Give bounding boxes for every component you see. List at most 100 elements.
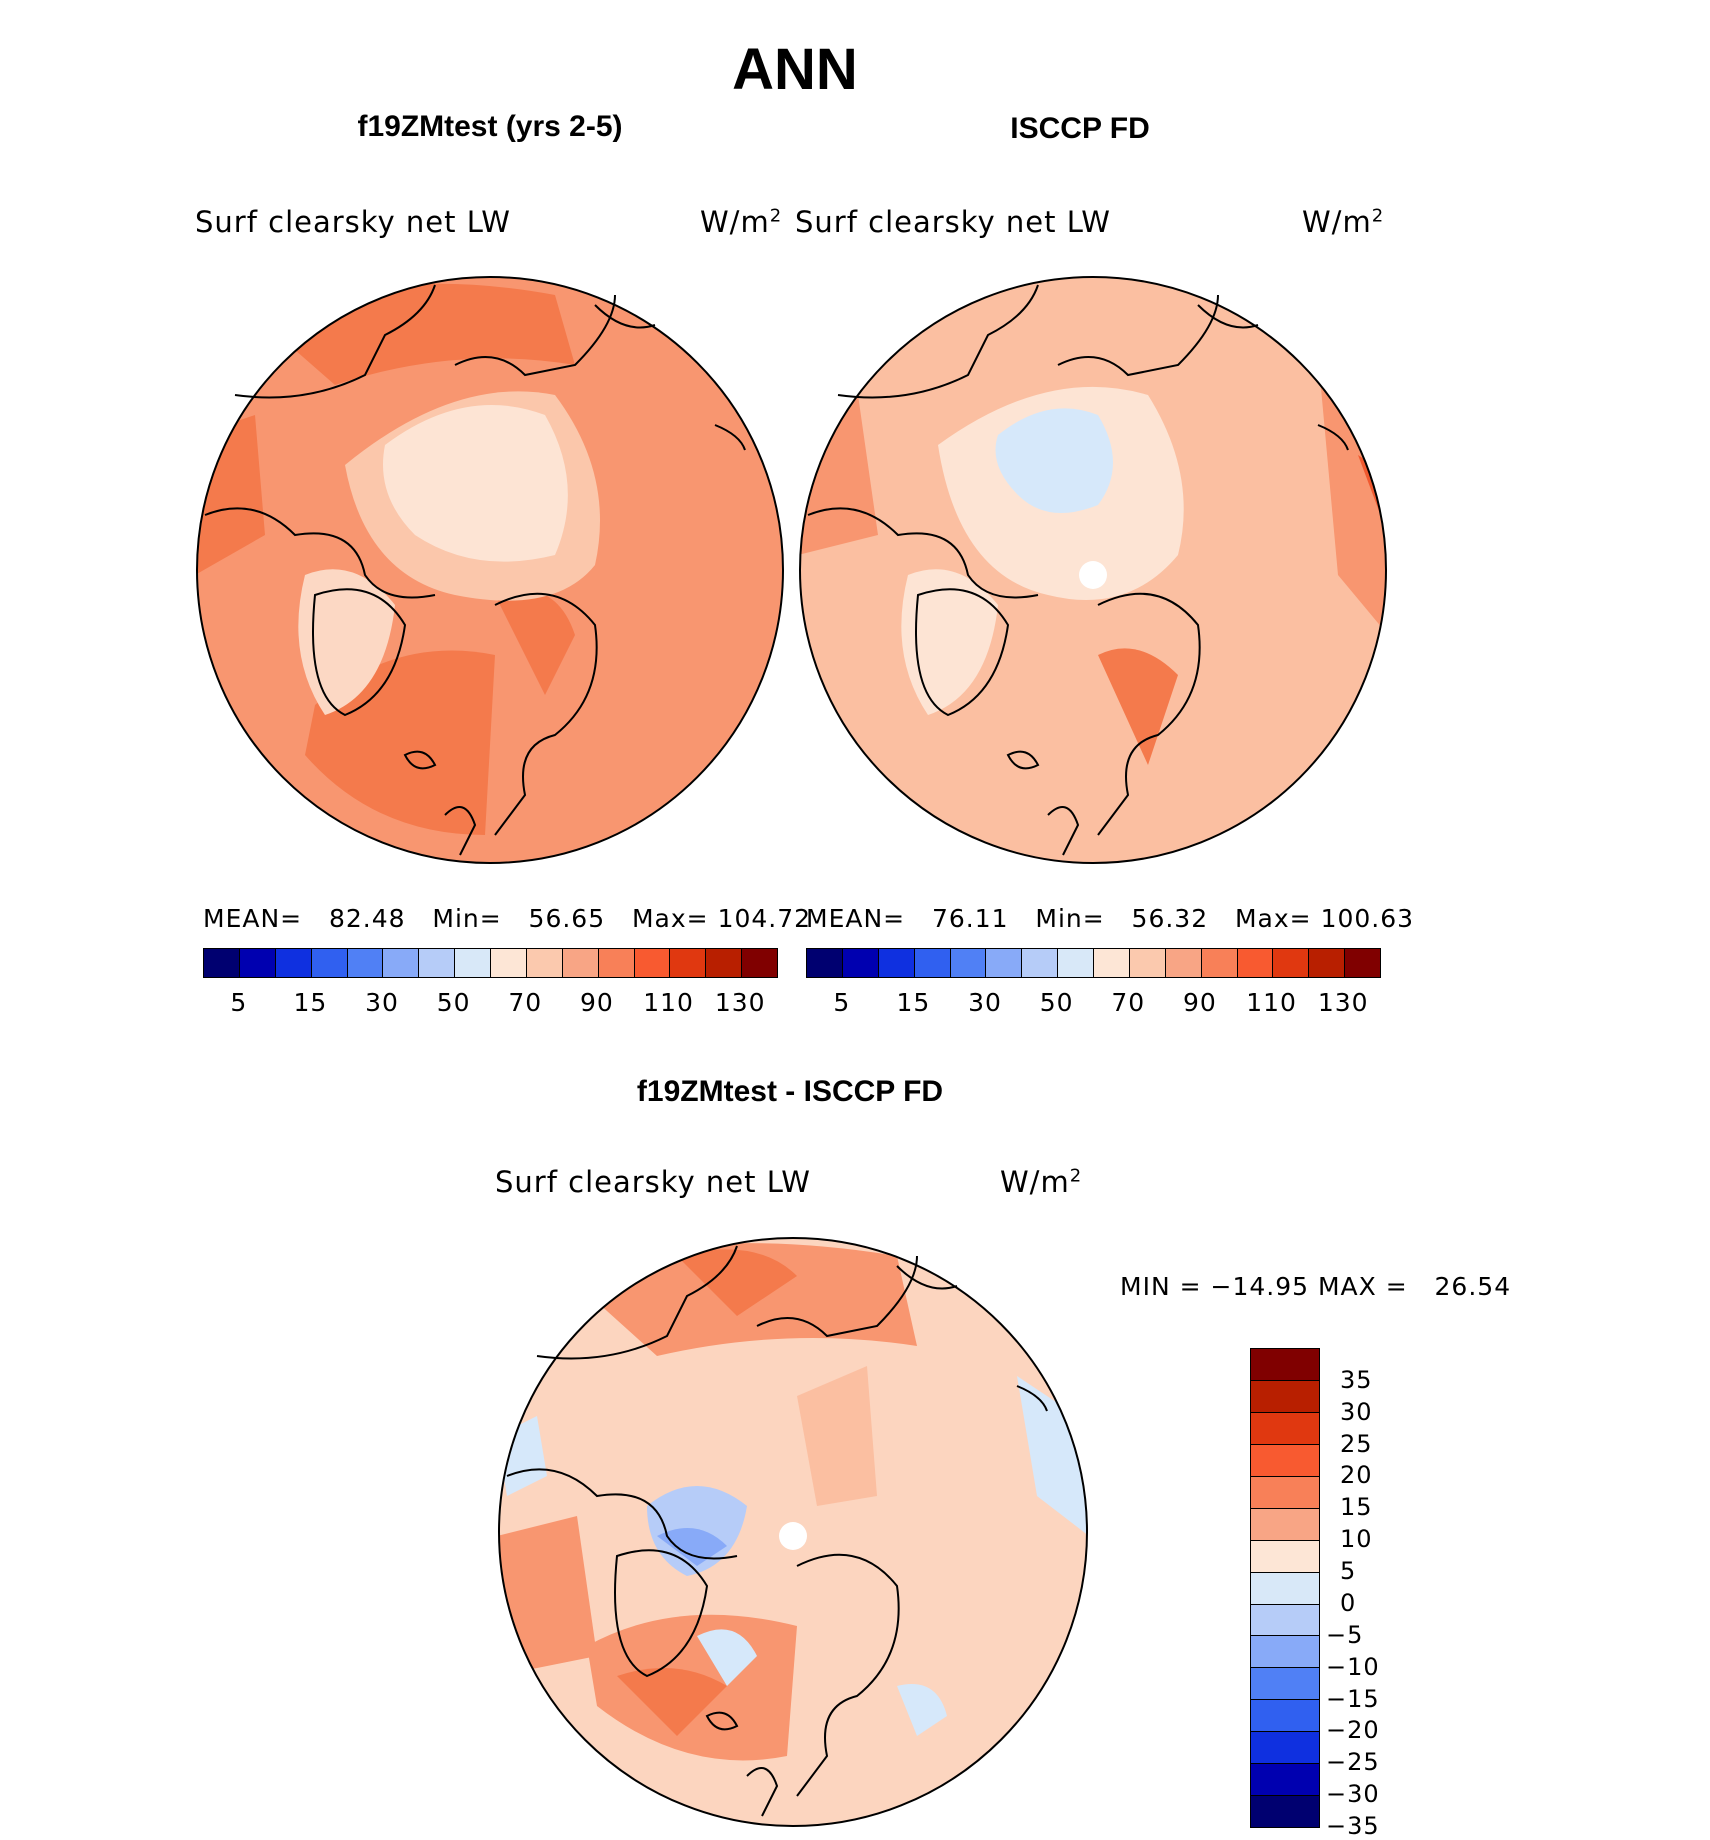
colorbar-tick-label: 15	[896, 988, 931, 1017]
colorbar-tick-label: 5	[230, 988, 248, 1017]
panel-2-variable: Surf clearsky net LW	[795, 205, 1111, 239]
panel-2-coastlines	[807, 284, 1349, 856]
colorbar-tick-label: 70	[1111, 988, 1146, 1017]
colorbar-swatch	[950, 949, 987, 977]
colorbar-tick-label: −15	[1326, 1684, 1380, 1713]
colorbar-tick-label: 15	[1340, 1493, 1373, 1522]
colorbar-swatch	[1022, 949, 1059, 977]
colorbar-swatch	[1129, 949, 1166, 977]
colorbar-swatch	[526, 949, 563, 977]
colorbar-swatch	[1251, 1572, 1319, 1605]
colorbar-swatch	[1251, 1636, 1319, 1669]
colorbar-tick-label: 90	[1183, 988, 1217, 1017]
colorbar-swatch	[1273, 949, 1310, 977]
colorbar-tick-label: 5	[833, 988, 851, 1017]
colorbar-swatch	[1251, 1508, 1319, 1541]
colorbar-tick-label: −10	[1326, 1652, 1380, 1681]
diff-stats: MIN = −14.95 MAX = 26.54	[1120, 1272, 1512, 1301]
colorbar-swatch	[1251, 1604, 1319, 1637]
panel-2-stats: MEAN= 76.11 Min= 56.32 Max= 100.63	[806, 904, 1415, 933]
colorbar-tick-label: 0	[1340, 1588, 1357, 1617]
colorbar-swatch	[455, 949, 491, 977]
diff-variable: Surf clearsky net LW	[495, 1165, 811, 1199]
colorbar-swatch	[914, 949, 951, 977]
colorbar-swatch	[634, 949, 671, 977]
colorbar-tick-label: 130	[1317, 988, 1369, 1017]
colorbar-tick-label: 110	[1246, 988, 1297, 1017]
colorbar-swatch	[1237, 949, 1274, 977]
colorbar-swatch	[1251, 1732, 1319, 1765]
panel-1-coastlines	[204, 284, 746, 856]
colorbar-swatch	[807, 949, 843, 977]
colorbar-swatch	[1094, 949, 1130, 977]
colorbar-swatch	[986, 949, 1023, 977]
diff-units: W/m2	[1000, 1165, 1083, 1199]
diff-colorbar-ticks: 35 30 25 20 15 10 5 0 −5 −10 −15 −20 −25 −30 −35	[1326, 1348, 1420, 1840]
colorbar-swatch	[383, 949, 420, 977]
colorbar-swatch	[1251, 1444, 1319, 1477]
colorbar-tick-label: 20	[1340, 1461, 1373, 1490]
colorbar-tick-label: 35	[1340, 1365, 1373, 1394]
colorbar-swatch	[1165, 949, 1202, 977]
colorbar-swatch	[1251, 1540, 1319, 1573]
colorbar-swatch	[204, 949, 240, 977]
colorbar-tick-label: 30	[365, 988, 399, 1017]
colorbar-swatch	[742, 949, 777, 977]
colorbar-tick-label: 90	[580, 988, 614, 1017]
colorbar-tick-label: 15	[293, 988, 328, 1017]
colorbar-swatch	[275, 949, 312, 977]
colorbar-swatch	[1251, 1380, 1319, 1413]
colorbar-swatch	[1251, 1764, 1319, 1797]
panel-2-colorbar	[806, 948, 1381, 978]
diff-map	[498, 1237, 1088, 1827]
colorbar-swatch	[1251, 1476, 1319, 1509]
colorbar-swatch	[1345, 949, 1380, 977]
colorbar-swatch	[1251, 1668, 1319, 1701]
panel-2-map	[799, 276, 1387, 864]
colorbar-swatch	[347, 949, 384, 977]
diff-coastlines	[506, 1245, 1048, 1817]
colorbar-tick-label: 50	[436, 988, 471, 1017]
colorbar-swatch	[842, 949, 879, 977]
colorbar-tick-label: 130	[714, 988, 766, 1017]
colorbar-swatch	[1201, 949, 1238, 977]
panel-1-stats: MEAN= 82.48 Min= 56.65 Max= 104.72	[203, 904, 812, 933]
panel-1-colorbar	[203, 948, 778, 978]
colorbar-tick-label: 25	[1340, 1429, 1373, 1458]
colorbar-tick-label: 50	[1039, 988, 1074, 1017]
colorbar-swatch	[1251, 1412, 1319, 1445]
panel-1-map	[196, 276, 784, 864]
panel-2-units: W/m2	[1302, 205, 1385, 239]
panel-1-colorbar-ticks: 5 15 30 50 70 90 110 130	[203, 988, 776, 1018]
colorbar-swatch	[706, 949, 743, 977]
colorbar-tick-label: −30	[1326, 1780, 1380, 1809]
colorbar-tick-label: 10	[1340, 1525, 1373, 1554]
figure-title: ANN	[732, 37, 858, 102]
colorbar-tick-label: 30	[968, 988, 1002, 1017]
colorbar-swatch	[1251, 1796, 1319, 1828]
colorbar-swatch	[598, 949, 635, 977]
colorbar-swatch	[670, 949, 707, 977]
colorbar-tick-label: −35	[1326, 1812, 1380, 1840]
colorbar-swatch	[239, 949, 276, 977]
colorbar-swatch	[1251, 1349, 1319, 1381]
colorbar-tick-label: 5	[1340, 1557, 1357, 1586]
panel-2-colorbar-ticks: 5 15 30 50 70 90 110 130	[806, 988, 1379, 1018]
colorbar-tick-label: −25	[1326, 1748, 1380, 1777]
colorbar-swatch	[1058, 949, 1094, 977]
colorbar-tick-label: 70	[508, 988, 543, 1017]
colorbar-tick-label: 110	[643, 988, 694, 1017]
colorbar-swatch	[878, 949, 915, 977]
colorbar-swatch	[562, 949, 599, 977]
diff-colorbar	[1250, 1348, 1320, 1828]
colorbar-swatch	[1251, 1700, 1319, 1733]
panel-2-heading: ISCCP FD	[1010, 112, 1150, 145]
colorbar-tick-label: −20	[1326, 1716, 1380, 1745]
diff-heading: f19ZMtest - ISCCP FD	[636, 1075, 944, 1108]
panel-1-variable: Surf clearsky net LW	[195, 205, 511, 239]
panel-1-units: W/m2	[700, 205, 783, 239]
colorbar-swatch	[311, 949, 348, 977]
colorbar-swatch	[1309, 949, 1346, 977]
colorbar-tick-label: 30	[1340, 1397, 1373, 1426]
colorbar-swatch	[419, 949, 456, 977]
